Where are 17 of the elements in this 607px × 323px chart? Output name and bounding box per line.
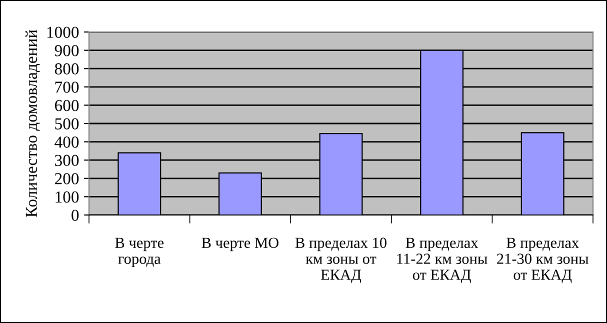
y-tick-label: 600 (54, 100, 79, 112)
x-tick-label: В пределах 10 км зоны от ЕКАД (295, 238, 386, 284)
x-tick-label: В черте города (115, 238, 164, 268)
y-axis-title: Количество домовладений (25, 30, 40, 218)
y-tick-label: 800 (54, 63, 79, 75)
y-tick-label: 200 (55, 173, 79, 184)
y-tick-label: 700 (55, 82, 79, 93)
x-tick-label: В черте МО (202, 238, 278, 252)
y-tick-label: 300 (55, 154, 79, 166)
x-tick-label: В пределах 21-30 км зоны от ЕКАД (497, 238, 588, 284)
y-tick-label: 100 (56, 191, 79, 203)
y-tick-label: 400 (54, 136, 79, 148)
x-tick-label: В пределах 11-22 км зоны от ЕКАД (397, 238, 488, 284)
y-tick-label: 500 (55, 118, 79, 130)
y-tick-label: 1000 (47, 26, 79, 38)
y-tick-label: 900 (54, 45, 79, 56)
y-tick-label: 0 (72, 210, 79, 221)
